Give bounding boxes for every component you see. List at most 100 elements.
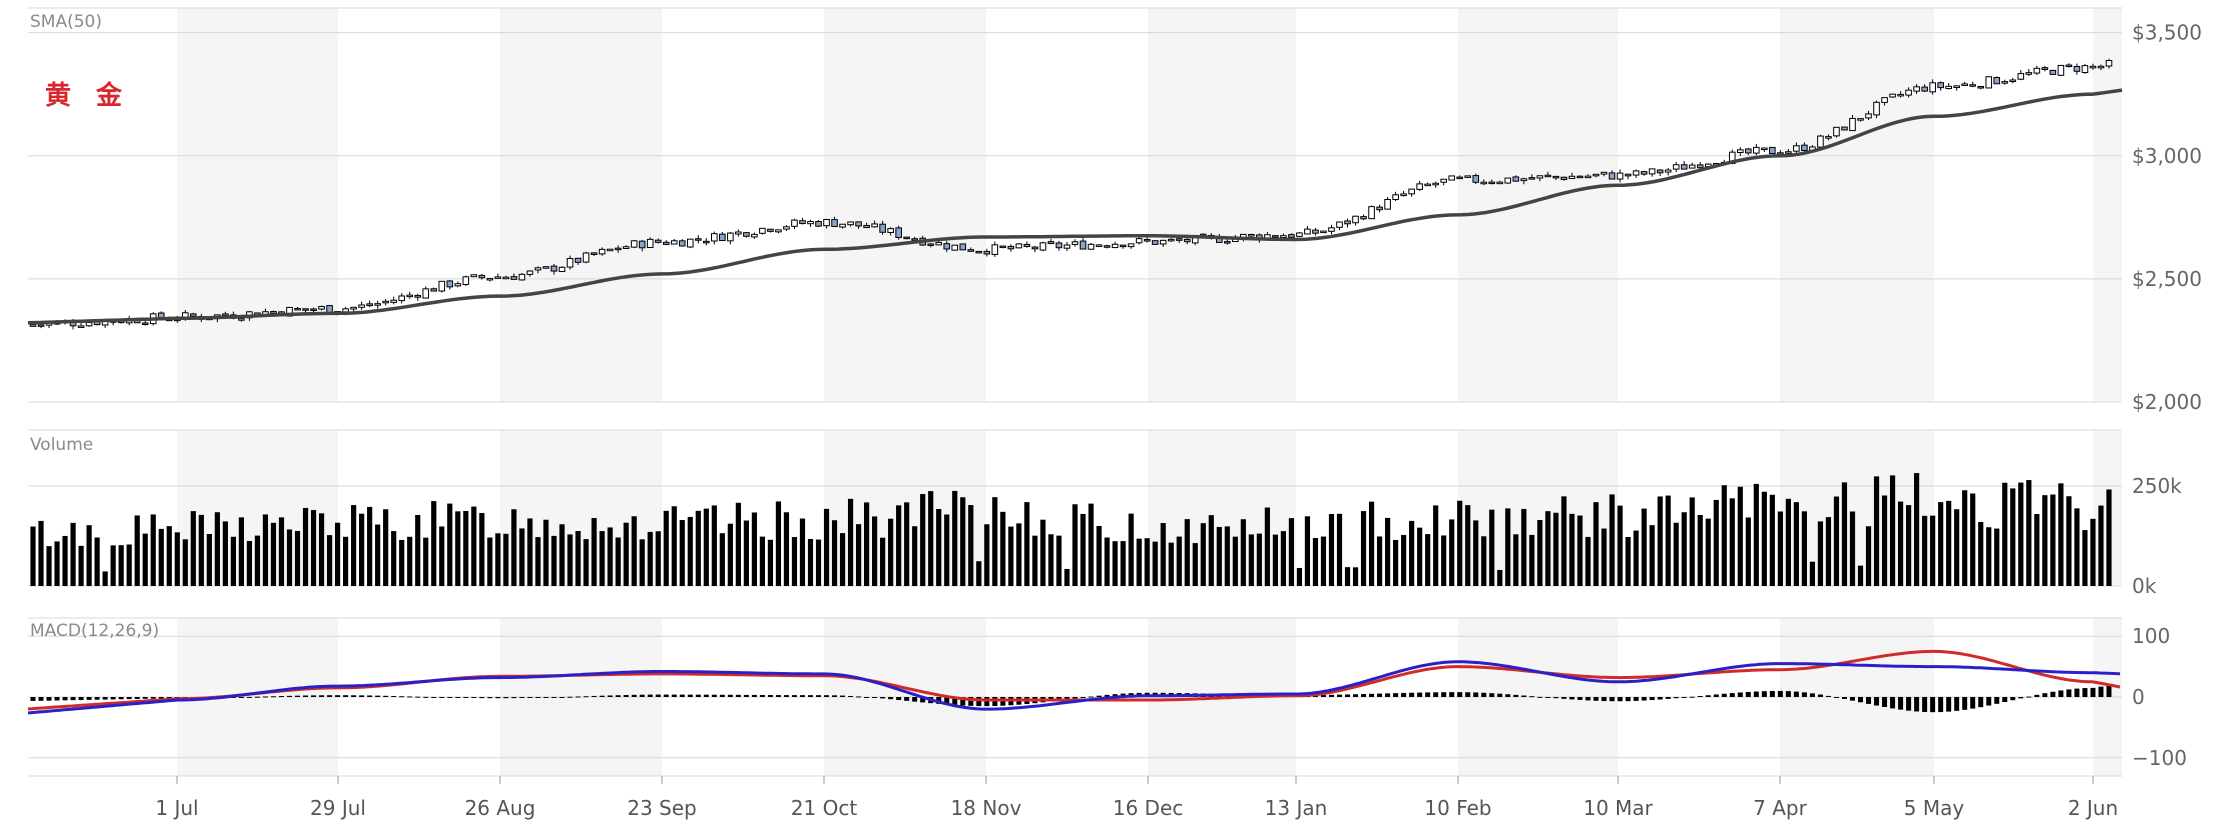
volume-bar — [1569, 513, 1575, 586]
macd-histogram-bar — [1385, 693, 1391, 697]
price-panel-label: SMA(50) — [30, 12, 102, 32]
candle-body — [1095, 244, 1103, 247]
volume-bar — [1625, 536, 1631, 586]
macd-histogram-bar — [1577, 697, 1583, 700]
candle-body — [1159, 239, 1167, 245]
macd-histogram-bar — [559, 697, 565, 698]
candle-body — [1921, 86, 1928, 92]
macd-histogram-bar — [791, 695, 797, 697]
macd-histogram-bar — [439, 697, 445, 698]
macd-histogram-bar — [1601, 697, 1607, 702]
candle-body — [1881, 97, 1888, 103]
macd-histogram-bar — [1401, 692, 1407, 697]
macd-histogram-bar — [407, 696, 413, 698]
candle-body — [783, 226, 790, 230]
candle-body — [927, 243, 935, 246]
volume-bar — [1056, 535, 1062, 586]
candle-body — [1312, 229, 1319, 234]
volume-bar — [519, 528, 525, 586]
volume-bar — [1745, 517, 1751, 586]
candle-body — [1608, 172, 1616, 180]
candle-body — [1817, 135, 1824, 148]
macd-histogram-bar — [2018, 697, 2024, 699]
macd-histogram-bar — [2106, 685, 2112, 697]
candle-body — [470, 274, 478, 278]
volume-bar — [399, 539, 405, 586]
candle-body — [1512, 176, 1520, 182]
macd-histogram-bar — [1745, 691, 1751, 697]
macd-histogram-bar — [888, 697, 894, 700]
candle-body — [1183, 238, 1191, 243]
candle-body — [1352, 215, 1359, 224]
volume-bar — [62, 535, 68, 586]
candle-body — [486, 277, 494, 281]
candle-body — [1320, 230, 1327, 234]
volume-bar — [2082, 530, 2088, 586]
volume-bar — [559, 524, 565, 586]
volume-bar — [888, 518, 894, 586]
candle-body — [646, 238, 654, 249]
macd-histogram-bar — [1521, 695, 1527, 697]
volume-bar — [1312, 538, 1319, 586]
volume-bar — [2074, 508, 2080, 586]
candle-body — [1248, 233, 1255, 237]
volume-bar — [952, 490, 958, 586]
macd-histogram-bar — [2002, 697, 2008, 703]
macd-histogram-bar — [1096, 695, 1102, 697]
macd-histogram-bar — [944, 697, 950, 705]
macd-histogram-bar — [1858, 697, 1864, 703]
macd-histogram-bar — [1769, 690, 1775, 697]
volume-bar — [1938, 502, 1944, 586]
candle-body — [638, 240, 646, 249]
volume-bar — [783, 512, 790, 586]
volume-bar — [1633, 530, 1639, 586]
volume-bar — [1753, 483, 1759, 586]
band-price — [177, 8, 338, 402]
volume-bar — [2034, 514, 2040, 586]
candle-body — [983, 250, 991, 255]
candle-body — [1576, 175, 1584, 179]
volume-bar — [1914, 473, 1920, 586]
candle-body — [1929, 82, 1936, 93]
candle-body — [2097, 65, 2105, 69]
volume-bar — [423, 537, 429, 586]
volume-bar — [679, 520, 685, 586]
candle-body — [1680, 164, 1688, 170]
macd-histogram-bar — [1417, 692, 1423, 697]
volume-bar — [864, 502, 870, 586]
ytick-price-3: $3,500 — [2132, 21, 2202, 45]
candle-body — [1913, 86, 1920, 92]
candle-body — [2041, 67, 2049, 70]
macd-histogram-bar — [54, 697, 60, 701]
candle-body — [871, 223, 878, 228]
volume-bar — [86, 525, 92, 586]
macd-histogram-bar — [1817, 694, 1823, 697]
macd-histogram-bar — [519, 697, 525, 699]
volume-bar — [1857, 565, 1864, 586]
macd-histogram-bar — [984, 697, 990, 707]
volume-bar — [326, 535, 333, 586]
macd-histogram-bar — [1673, 697, 1679, 699]
macd-histogram-bar — [1513, 694, 1519, 697]
candle-body — [686, 238, 694, 248]
candle-body — [350, 306, 357, 310]
candle-body — [711, 233, 718, 242]
macd-histogram-bar — [1801, 692, 1807, 697]
macd-histogram-bar — [727, 694, 733, 697]
volume-bar — [1328, 514, 1335, 586]
volume-bar — [719, 533, 725, 586]
volume-bar — [222, 521, 228, 586]
candle-body — [518, 273, 526, 281]
macd-histogram-bar — [1393, 693, 1399, 697]
candle-body — [1448, 175, 1456, 181]
candle-body — [743, 232, 750, 237]
macd-histogram-bar — [783, 695, 789, 697]
macd-histogram-bar — [1112, 694, 1118, 697]
candle-body — [662, 241, 670, 245]
volume-bar — [1280, 531, 1286, 586]
macd-histogram-bar — [1361, 694, 1367, 697]
candle-body — [959, 243, 967, 251]
volume-bar — [2050, 494, 2056, 586]
volume-bar — [142, 533, 148, 586]
candle-body — [1111, 243, 1119, 249]
